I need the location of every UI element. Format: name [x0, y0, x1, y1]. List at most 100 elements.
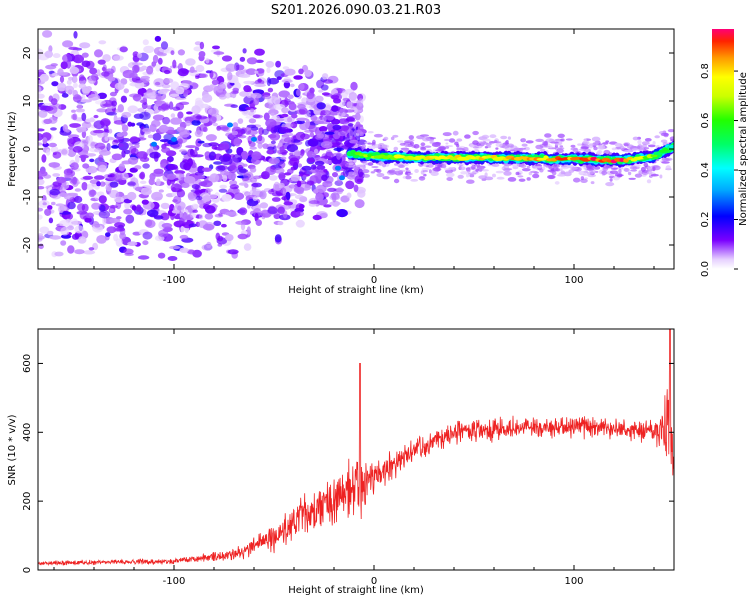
spectrogram-noise-blob [76, 126, 87, 133]
spectrogram-noise-blob [199, 73, 208, 78]
spectrogram-halo-blob [583, 138, 587, 143]
spectrogram-noise-blob [127, 241, 138, 246]
spectrogram-noise-blob [176, 189, 186, 198]
spectrogram-halo-blob [592, 142, 599, 146]
spectrogram-noise-blob [236, 167, 247, 175]
spectrogram-noise-blob [177, 49, 185, 56]
spectrogram-halo-blob [667, 129, 674, 133]
spectrogram-noise-blob [59, 192, 69, 198]
spectrogram-noise-blob [38, 233, 44, 237]
spectrogram-halo-blob [367, 131, 374, 134]
spectrogram-noise-blob [50, 146, 59, 153]
spectrogram-noise-blob [273, 97, 281, 106]
spectrogram-noise-blob [315, 184, 327, 193]
spectrogram-halo-blob [550, 141, 559, 144]
spectrogram-noise-blob [99, 204, 106, 213]
spectrogram-halo-blob [362, 174, 370, 178]
spectrogram-noise-blob [225, 63, 237, 72]
spectrogram-halo-blob [424, 145, 432, 148]
spectrogram-halo-blob [500, 135, 508, 140]
spectrogram-halo-blob [405, 175, 412, 180]
spectrogram-noise-blob [38, 142, 43, 146]
colorbar-tick-label: 0.8 [700, 63, 711, 79]
spectrogram-noise-blob [265, 166, 277, 176]
spectrogram-noise-blob [149, 123, 157, 133]
spectrogram-noise-blob [48, 162, 61, 168]
spectrogram-noise-blob [89, 67, 98, 75]
spectrogram-halo-blob [643, 147, 650, 150]
spectrogram-noise-blob [127, 105, 139, 114]
spectrogram-halo-blob [506, 143, 515, 148]
spectrogram-noise-blob [169, 245, 181, 250]
spectrogram-noise-blob [225, 211, 237, 216]
spectrogram-noise-blob [321, 92, 330, 96]
spectrogram-noise-blob [195, 195, 203, 201]
spectrogram-noise-blob [181, 213, 193, 221]
spectrogram-halo-blob [627, 144, 635, 150]
spectrogram-halo-blob [394, 170, 403, 173]
spectrogram-noise-blob [306, 90, 315, 100]
spectrogram-halo-blob [523, 146, 530, 151]
spectrogram-halo-blob [354, 144, 359, 149]
spectrogram-halo-blob [647, 144, 656, 148]
spectrogram-noise-blob [209, 116, 217, 124]
spectrogram-noise-blob [109, 208, 114, 212]
spectrogram-noise-blob [77, 236, 87, 244]
spectrogram-noise-blob [170, 50, 175, 56]
spectrogram-noise-blob [238, 207, 248, 216]
spectrogram-noise-blob [73, 82, 78, 88]
spectrogram-halo-blob [481, 169, 489, 172]
spectrogram-noise-blob [297, 103, 306, 110]
spectrogram-noise-blob [90, 141, 96, 149]
spectrogram-halo-blob [478, 141, 485, 144]
spectrogram-noise-blob [197, 165, 205, 174]
spectrogram-noise-blob [293, 150, 301, 157]
spectrogram-noise-blob [39, 226, 50, 234]
spectrogram-noise-blob [274, 184, 280, 191]
spectrogram-halo-blob [448, 167, 453, 170]
spectrogram-noise-blob [220, 170, 230, 176]
spectrogram-noise-blob [156, 52, 164, 57]
spectrogram-noise-blob [341, 163, 349, 168]
colorbar-tick-label: 0.6 [700, 113, 711, 129]
spectrogram-noise-blob [205, 57, 210, 64]
spectrogram-noise-blob [123, 208, 133, 215]
spectrogram-noise-blob [259, 190, 267, 200]
spectrogram-noise-blob [38, 214, 43, 220]
spectrogram-noise-blob [42, 30, 53, 38]
spectrogram-halo-blob [593, 166, 601, 170]
spectrogram-noise-blob [161, 103, 171, 111]
spectrogram-noise-blob [127, 181, 136, 187]
spectrogram-noise-blob [336, 209, 348, 218]
spectrogram-noise-blob [114, 82, 125, 91]
spectrogram-noise-blob [324, 131, 335, 135]
spectrogram-noise-blob [55, 203, 65, 207]
spectrogram-halo-blob [669, 136, 674, 141]
spectrogram-noise-blob [228, 165, 238, 174]
spectrogram-noise-blob [113, 139, 124, 143]
spectrogram-noise-blob [344, 109, 355, 113]
spectrogram-halo-blob [459, 166, 466, 171]
spectrogram-noise-blob [60, 61, 68, 70]
spectrogram-noise-blob [300, 149, 305, 154]
spectrogram-noise-blob [138, 172, 144, 179]
spectrogram-noise-blob [320, 141, 333, 149]
spectrogram-halo-blob [518, 178, 526, 182]
spectrogram-noise-blob [319, 109, 332, 117]
spectrogram-halo-blob [623, 168, 630, 172]
spectrogram-noise-blob [227, 249, 239, 255]
spectrogram-noise-blob [84, 217, 92, 223]
spectrogram-halo-blob [408, 139, 415, 142]
spectrogram-noise-blob [66, 79, 72, 85]
spectrogram-noise-blob [252, 196, 258, 202]
spectrogram-halo-blob [492, 141, 502, 144]
spectrogram-noise-blob [91, 202, 101, 210]
spectrogram-halo-blob [428, 169, 432, 174]
spectrogram-noise-blob [69, 66, 80, 74]
spectrogram-noise-blob [243, 95, 255, 105]
spectrogram-noise-blob [216, 125, 222, 131]
spectrogram-halo-blob [610, 167, 618, 170]
spectrogram-noise-blob [121, 111, 132, 118]
